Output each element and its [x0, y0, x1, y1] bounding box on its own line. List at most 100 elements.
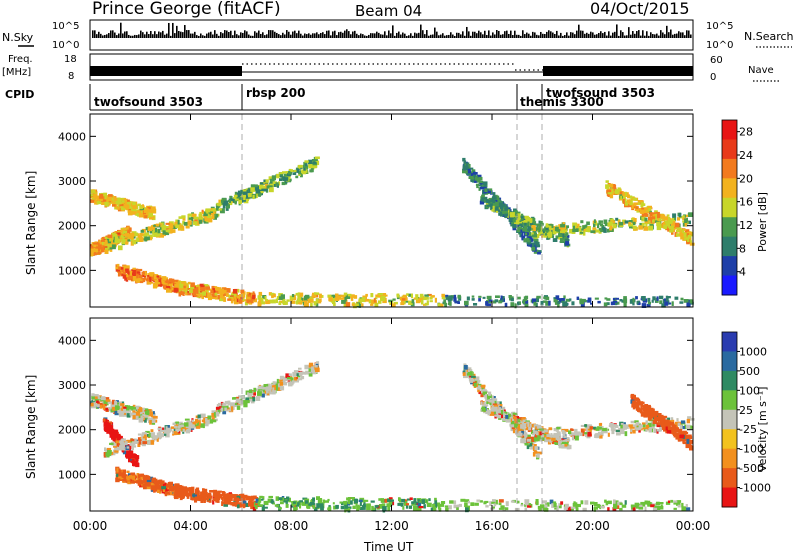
scatter-cell — [516, 432, 520, 437]
scatter-cell — [272, 299, 276, 304]
scatter-cell — [508, 414, 511, 418]
scatter-cell — [137, 437, 142, 442]
scatter-cell — [441, 501, 446, 504]
scatter-cell — [474, 502, 479, 506]
scatter-cell — [671, 223, 676, 227]
scatter-cell — [527, 235, 532, 241]
scatter-cell — [645, 223, 648, 229]
scatter-cell — [581, 299, 584, 303]
scatter-cell — [615, 217, 619, 221]
scatter-cell — [617, 187, 621, 192]
nsky-bar — [298, 30, 300, 38]
nsky-bar — [642, 30, 644, 38]
scatter-cell — [225, 405, 229, 409]
scatter-cell — [243, 198, 249, 204]
scatter-cell — [543, 507, 548, 511]
scatter-cell — [310, 501, 315, 506]
nsky-bar — [220, 32, 222, 38]
nsky-bar — [372, 33, 374, 38]
scatter-cell — [689, 242, 695, 246]
nsky-bar — [526, 32, 528, 38]
scatter-cell — [663, 224, 668, 230]
scatter-cell — [162, 229, 166, 235]
scatter-cell — [201, 294, 204, 300]
scatter-cell — [396, 293, 400, 297]
scatter-cell — [555, 295, 560, 301]
nsky-bar — [200, 33, 202, 38]
scatter-cell — [668, 302, 672, 305]
scatter-cell — [405, 505, 409, 509]
scatter-cell — [272, 502, 275, 505]
scatter-cell — [222, 402, 227, 407]
scatter-cell — [108, 196, 112, 202]
scatter-cell — [215, 286, 219, 291]
scatter-cell — [238, 199, 242, 204]
scatter-cell — [539, 231, 543, 234]
scatter-cell — [237, 289, 240, 293]
scatter-cell — [457, 294, 461, 299]
nsky-bar — [522, 30, 524, 38]
scatter-cell — [515, 413, 518, 417]
scatter-cell — [191, 486, 195, 491]
scatter-cell — [144, 433, 147, 438]
scatter-cell — [582, 225, 587, 229]
scatter-cell — [531, 232, 534, 236]
scatter-cell — [296, 168, 299, 173]
nsky-bar — [674, 33, 676, 38]
nsky-bar — [402, 32, 404, 38]
nsky-bar — [554, 33, 556, 38]
scatter-cell — [119, 473, 124, 478]
scatter-cell — [149, 479, 153, 484]
scatter-cell — [562, 301, 567, 307]
scatter-cell — [221, 498, 224, 502]
scatter-cell — [485, 393, 489, 397]
scatter-cell — [133, 479, 139, 482]
scatter-cell — [532, 218, 536, 221]
scatter-cell — [196, 425, 201, 429]
scatter-cell — [526, 221, 530, 226]
scatter-cell — [537, 451, 543, 455]
scatter-cell — [250, 399, 255, 404]
scatter-cell — [492, 410, 496, 415]
scatter-cell — [201, 210, 205, 215]
scatter-cell — [173, 493, 178, 499]
scatter-cell — [518, 215, 521, 221]
y-tick-label: 4000 — [58, 130, 86, 143]
scatter-cell — [621, 300, 625, 303]
scatter-cell — [181, 490, 187, 495]
scatter-cell — [523, 439, 527, 445]
scatter-cell — [212, 215, 215, 219]
scatter-cell — [485, 410, 490, 415]
scatter-cell — [153, 478, 158, 481]
scatter-cell — [197, 494, 203, 497]
scatter-cell — [240, 493, 245, 498]
scatter-cell — [236, 197, 242, 202]
scatter-cell — [227, 199, 231, 203]
scatter-cell — [295, 300, 299, 305]
scatter-cell — [244, 301, 248, 306]
nsky-bar — [158, 31, 160, 38]
scatter-cell — [484, 184, 487, 188]
scatter-cell — [609, 227, 613, 231]
scatter-cell — [150, 482, 155, 486]
scatter-cell — [478, 184, 482, 187]
nsky-bar — [106, 34, 108, 38]
scatter-cell — [195, 487, 200, 493]
scatter-cell — [229, 195, 233, 199]
scatter-cell — [430, 507, 434, 511]
scatter-cell — [474, 177, 478, 182]
scatter-cell — [150, 413, 156, 417]
scatter-cell — [134, 457, 139, 460]
scatter-cell — [127, 455, 130, 459]
nsky-trace — [92, 22, 692, 38]
scatter-cell — [664, 220, 668, 226]
nsky-bar — [450, 32, 452, 38]
scatter-cell — [201, 291, 206, 296]
scatter-cell — [143, 484, 146, 489]
scatter-cell — [130, 232, 135, 237]
scatter-cell — [676, 502, 681, 506]
scatter-cell — [149, 411, 153, 417]
scatter-cell — [175, 224, 180, 229]
scatter-cell — [594, 297, 599, 300]
scatter-cell — [516, 218, 521, 223]
